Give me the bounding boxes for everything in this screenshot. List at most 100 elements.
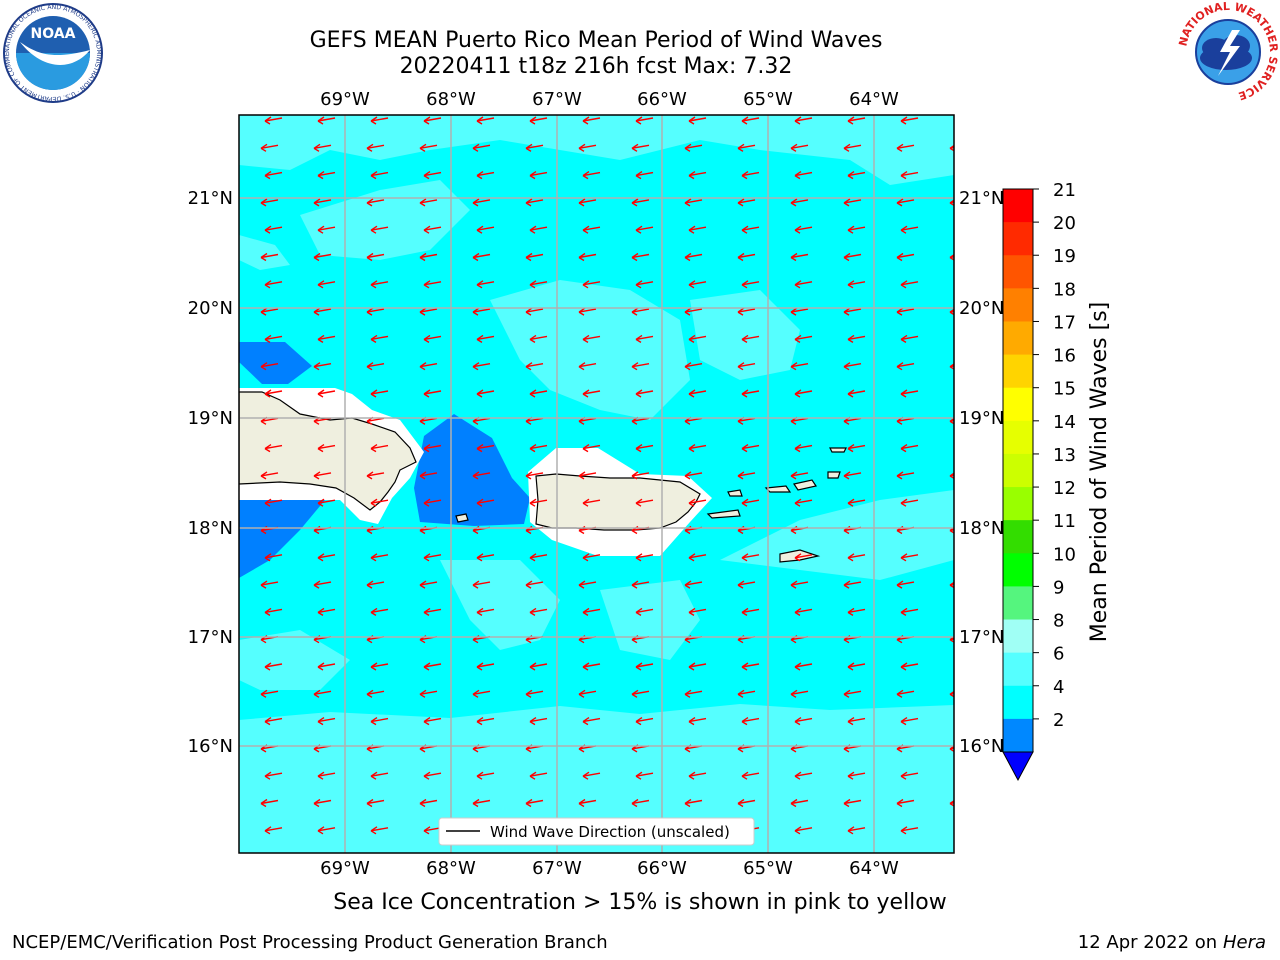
colorbar-ticks: 21 20 19 18 17 16 15 14 13 12 11 10 9 8 6 4 2 bbox=[1033, 180, 1076, 731]
wave-direction-arrow bbox=[847, 717, 866, 726]
lat-label: 21°N bbox=[188, 188, 233, 209]
lat-label: 19°N bbox=[959, 408, 1004, 429]
map-frame bbox=[238, 114, 955, 854]
colorbar-tick-label: 14 bbox=[1053, 412, 1076, 433]
wave-direction-arrow bbox=[688, 225, 707, 234]
wave-direction-arrow bbox=[529, 116, 548, 125]
hispaniola-land bbox=[239, 391, 417, 511]
wave-direction-arrow bbox=[790, 471, 809, 480]
legend-label: Wind Wave Direction (unscaled) bbox=[490, 823, 730, 841]
wave-direction-arrow bbox=[423, 607, 442, 617]
wave-direction-arrow bbox=[366, 471, 385, 480]
culebra-island bbox=[727, 489, 743, 497]
wave-direction-arrow bbox=[264, 280, 283, 289]
wave-direction-arrow bbox=[525, 798, 544, 808]
wave-direction-arrow bbox=[631, 580, 650, 589]
wave-direction-arrow bbox=[370, 826, 389, 835]
wave-direction-arrow bbox=[953, 775, 954, 778]
wave-direction-arrow bbox=[260, 689, 279, 698]
wave-direction-arrow bbox=[790, 307, 809, 316]
wave-direction-arrow bbox=[953, 829, 954, 832]
map-plot-area: Wind Wave Direction (unscaled) bbox=[239, 115, 954, 853]
wave-direction-arrow bbox=[423, 389, 442, 398]
wave-direction-arrow bbox=[313, 580, 332, 589]
wave-direction-arrow bbox=[366, 798, 385, 808]
wave-direction-arrow bbox=[578, 198, 597, 207]
colorbar-tick-label: 4 bbox=[1053, 677, 1064, 698]
wave-direction-arrow bbox=[635, 334, 654, 344]
wave-direction-arrow bbox=[635, 389, 654, 398]
wave-direction-arrow bbox=[423, 116, 442, 125]
lon-label: 68°W bbox=[426, 89, 476, 110]
wave-direction-arrow bbox=[737, 307, 756, 316]
wave-direction-arrow bbox=[688, 389, 707, 398]
wave-direction-arrow bbox=[635, 116, 654, 125]
lon-label: 69°W bbox=[320, 89, 370, 110]
wave-direction-arrow bbox=[794, 444, 813, 453]
lat-label: 16°N bbox=[959, 736, 1004, 757]
wave-direction-arrow bbox=[423, 171, 442, 180]
wave-direction-arrow bbox=[476, 280, 495, 289]
wave-direction-arrow bbox=[582, 116, 601, 125]
colorbar-segment bbox=[1003, 685, 1033, 720]
lat-label: 16°N bbox=[188, 736, 233, 757]
wave-direction-arrow bbox=[419, 198, 438, 207]
wave-direction-arrow bbox=[578, 689, 597, 698]
wave-direction-arrow bbox=[953, 174, 954, 177]
wave-direction-arrow bbox=[423, 280, 442, 289]
wave-direction-arrow bbox=[525, 143, 544, 152]
colorbar-tick-label: 8 bbox=[1053, 611, 1064, 632]
wave-direction-arrow bbox=[423, 553, 442, 562]
wave-direction-arrow bbox=[847, 553, 866, 562]
wave-direction-arrow bbox=[476, 389, 495, 398]
wave-direction-arrow bbox=[688, 280, 707, 289]
wave-direction-arrow bbox=[317, 389, 336, 398]
colorbar-segment bbox=[1003, 453, 1033, 488]
wave-direction-arrow bbox=[529, 171, 548, 180]
colorbar-tick-label: 19 bbox=[1053, 246, 1076, 267]
wave-direction-arrow bbox=[631, 798, 650, 808]
wave-direction-arrow bbox=[370, 280, 389, 289]
wave-direction-arrow bbox=[896, 362, 915, 371]
wave-direction-arrow bbox=[949, 690, 954, 698]
wave-direction-arrow bbox=[688, 553, 707, 562]
wave-direction-arrow bbox=[684, 580, 703, 589]
wave-direction-arrow bbox=[366, 307, 385, 316]
wave-direction-arrow bbox=[635, 607, 654, 617]
lat-label: 21°N bbox=[959, 188, 1004, 209]
colorbar-segment bbox=[1003, 222, 1033, 256]
wind-wave-direction-arrows bbox=[260, 116, 954, 835]
wave-direction-arrow bbox=[949, 199, 954, 207]
colorbar-segment bbox=[1003, 288, 1033, 322]
puerto-rico-land bbox=[535, 473, 701, 531]
wave-direction-arrow bbox=[790, 143, 809, 152]
wave-direction-arrow bbox=[949, 745, 954, 753]
lon-label: 65°W bbox=[743, 858, 793, 879]
wave-direction-arrow bbox=[790, 689, 809, 698]
wave-direction-arrow bbox=[525, 362, 544, 371]
noaa-text: NOAA bbox=[31, 26, 76, 42]
wave-direction-arrow bbox=[953, 393, 954, 395]
wave-direction-arrow bbox=[472, 362, 491, 371]
wave-direction-arrow bbox=[472, 307, 491, 316]
wave-direction-arrow bbox=[794, 334, 813, 344]
wave-direction-arrow bbox=[317, 607, 336, 617]
wave-direction-arrow bbox=[423, 498, 442, 507]
colorbar-segment bbox=[1003, 387, 1033, 422]
wave-direction-arrow bbox=[790, 580, 809, 589]
wave-direction-arrow bbox=[529, 717, 548, 726]
wave-direction-arrow bbox=[260, 143, 279, 152]
colorbar-segment bbox=[1003, 553, 1033, 587]
wave-direction-arrow bbox=[370, 444, 389, 453]
wave-direction-arrow bbox=[317, 717, 336, 726]
wave-direction-arrow bbox=[582, 389, 601, 398]
wave-direction-arrow bbox=[260, 471, 279, 480]
wave-direction-arrow bbox=[631, 362, 650, 371]
period-6-8-regions bbox=[239, 115, 954, 853]
wave-direction-arrow bbox=[476, 498, 495, 507]
wave-direction-arrow bbox=[370, 498, 389, 507]
wave-direction-arrow bbox=[900, 171, 919, 180]
wave-direction-arrow bbox=[582, 444, 601, 453]
wave-direction-arrow bbox=[843, 471, 862, 480]
colorbar-tick-label: 16 bbox=[1053, 346, 1076, 367]
